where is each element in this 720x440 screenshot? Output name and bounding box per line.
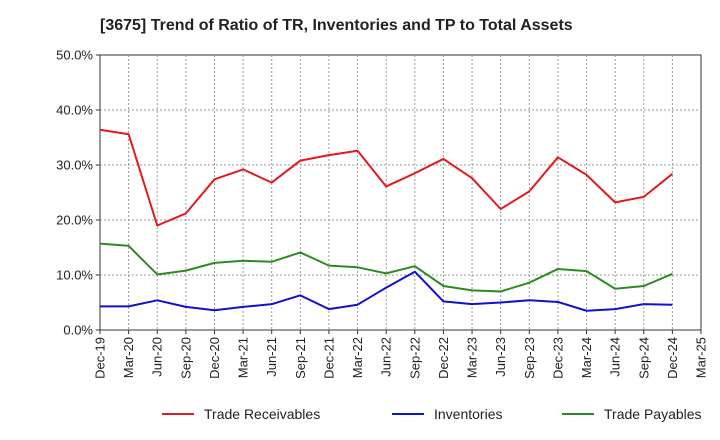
x-tick-label: Jun-21: [264, 337, 279, 377]
series-line-trade-payables: [99, 242, 673, 293]
plot-area: [99, 54, 702, 331]
x-tick-label: Jun-23: [493, 337, 508, 377]
x-tick-label: Dec-20: [207, 337, 222, 379]
x-tick-label: Sep-23: [522, 337, 537, 379]
x-tick-label: Mar-24: [579, 337, 594, 378]
legend-label-inventories: Inventories: [434, 406, 502, 422]
series-line-trade-receivables: [99, 128, 674, 227]
x-tick-label: Mar-23: [465, 337, 480, 378]
y-tick-label: 40.0%: [56, 103, 93, 118]
x-axis: Dec-19 Mar-20 Jun-20 Sep-20 Dec-20 Mar-21 Jun-…: [93, 330, 709, 379]
x-tick-label: Mar-22: [350, 337, 365, 378]
x-tick-label: Dec-24: [665, 337, 680, 379]
x-tick-label: Dec-22: [436, 337, 451, 379]
x-tick-label: Jun-20: [150, 337, 165, 377]
grid-lines: [100, 55, 701, 330]
chart-title: [3675] Trend of Ratio of TR, Inventories…: [100, 17, 573, 34]
y-tick-label: 50.0%: [56, 48, 93, 63]
x-tick-label: Jun-22: [379, 337, 394, 377]
x-tick-label: Sep-21: [293, 337, 308, 379]
x-tick-label: Mar-20: [121, 337, 136, 378]
x-tick-label: Mar-21: [236, 337, 251, 378]
series-lines: [99, 128, 674, 312]
x-tick-label: Sep-24: [636, 337, 651, 379]
y-tick-label: 10.0%: [56, 268, 93, 283]
x-tick-label: Sep-20: [178, 337, 193, 379]
x-tick-label: Jun-24: [608, 337, 623, 377]
x-tick-label: Sep-22: [407, 337, 422, 379]
y-axis: 0.0% 10.0% 20.0% 30.0% 40.0% 50.0%: [56, 48, 100, 338]
series-line-inventories: [100, 270, 673, 312]
x-tick-label: Dec-21: [321, 337, 336, 379]
legend: Trade Receivables Inventories Trade Payabl…: [162, 406, 702, 422]
x-tick-label: Dec-23: [550, 337, 565, 379]
legend-label-trade-receivables: Trade Receivables: [204, 406, 320, 422]
y-tick-label: 20.0%: [56, 213, 93, 228]
x-tick-label: Mar-25: [694, 337, 709, 378]
y-tick-label: 0.0%: [63, 323, 93, 338]
legend-label-trade-payables: Trade Payables: [604, 406, 702, 422]
x-tick-label: Dec-19: [93, 337, 108, 379]
y-tick-label: 30.0%: [56, 158, 93, 173]
